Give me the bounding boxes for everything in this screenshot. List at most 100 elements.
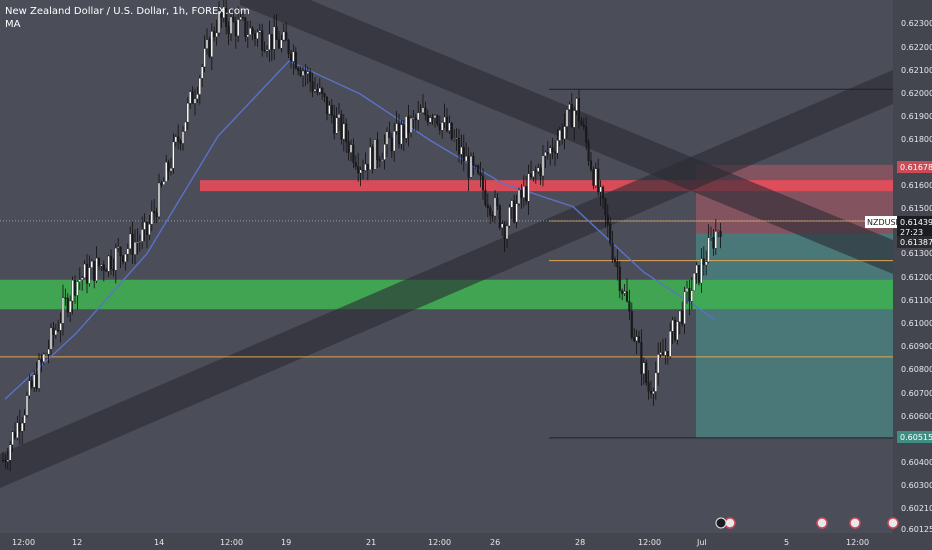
candle-body	[553, 151, 557, 154]
candle-body	[537, 167, 540, 172]
candle-body	[433, 115, 437, 119]
candle-body	[462, 146, 465, 162]
candle-body	[107, 255, 110, 272]
candle-body	[397, 123, 401, 145]
price-tick-label: 0.62000	[901, 89, 932, 98]
candle-body	[525, 186, 528, 202]
candle-body	[417, 112, 420, 121]
candle-body	[333, 115, 336, 134]
candle-body	[335, 117, 338, 134]
candle-body	[234, 21, 237, 36]
candle-body	[693, 273, 696, 291]
candle-body	[93, 261, 96, 281]
candle-body	[453, 138, 456, 140]
candle-body	[517, 189, 521, 204]
candle-body	[155, 212, 158, 217]
candle-body	[83, 263, 86, 278]
candle-body	[707, 237, 710, 263]
candle-body	[640, 342, 643, 374]
candle-body	[359, 169, 362, 174]
candle-body	[165, 162, 168, 182]
candle-body	[337, 114, 341, 119]
indicator-ma-label[interactable]: MA	[5, 19, 21, 30]
time-tick-label: 12:00	[220, 538, 243, 547]
candle-body	[42, 354, 45, 362]
candle-body	[352, 144, 355, 163]
candle-body	[328, 105, 331, 115]
candle-body	[414, 117, 417, 121]
candle-body	[208, 39, 211, 57]
candle-body	[412, 117, 415, 119]
stop-price-label: 0.61678	[900, 163, 932, 172]
candle-body	[577, 98, 581, 122]
candle-body	[477, 165, 480, 174]
candle-body	[299, 70, 302, 76]
candle-body	[589, 160, 593, 170]
candle-body	[244, 17, 247, 37]
candle-body	[671, 320, 674, 332]
price-tick-label: 0.61200	[901, 273, 932, 282]
candle-body	[229, 16, 233, 34]
candle-body	[172, 141, 175, 169]
price-tick-label: 0.60300	[901, 481, 932, 490]
candle-body	[441, 122, 444, 131]
candle-body	[294, 51, 297, 69]
candle-body	[719, 230, 722, 237]
candle-body	[313, 89, 317, 92]
candle-body	[599, 186, 602, 193]
candle-body	[61, 297, 65, 324]
candle-body	[52, 327, 55, 336]
candle-body	[455, 138, 458, 140]
time-tick-label: 12:00	[638, 538, 661, 547]
candle-body	[474, 165, 477, 167]
candle-body	[664, 350, 667, 356]
candle-body	[601, 186, 605, 199]
candle-body	[191, 91, 194, 104]
time-tick-label: 19	[281, 538, 291, 547]
candle-body	[268, 33, 271, 50]
candle-body	[30, 380, 33, 388]
candle-body	[304, 70, 307, 74]
time-tick-label: 12:00	[428, 538, 451, 547]
economic-event-flag-icon	[849, 517, 861, 529]
candle-body	[131, 233, 134, 255]
price-tick-label: 0.60900	[901, 342, 932, 351]
candle-body	[181, 131, 185, 144]
candle-body	[145, 222, 149, 235]
candle-body	[217, 10, 221, 34]
last-price-label-bg	[897, 216, 932, 228]
candle-body	[121, 255, 125, 263]
price-tick-label: 0.60600	[901, 412, 932, 421]
candle-body	[594, 168, 597, 186]
candle-body	[169, 168, 173, 172]
candle-body	[203, 48, 206, 68]
candle-body	[109, 255, 113, 270]
candle-body	[174, 136, 177, 143]
symbol-title[interactable]: New Zealand Dollar / U.S. Dollar, 1h, FO…	[5, 6, 250, 17]
candle-body	[597, 168, 600, 193]
symbol-tag: NZDUSD	[867, 218, 902, 227]
candle-body	[160, 182, 163, 185]
price-axis-panel	[893, 0, 932, 550]
candle-body	[503, 223, 506, 240]
chart-header: New Zealand Dollar / U.S. Dollar, 1h, FO…	[5, 5, 250, 31]
price-tick-label: 0.60210	[901, 504, 932, 513]
candle-body	[673, 320, 677, 340]
price-tick-label: 0.60400	[901, 458, 932, 467]
candle-body	[157, 182, 161, 217]
time-tick-label: 12:00	[12, 538, 35, 547]
economic-event-flag-icon	[816, 517, 828, 529]
last-price-label: 0.61439	[900, 218, 932, 227]
take-profit-area	[696, 233, 893, 438]
candle-body	[515, 203, 518, 223]
candle-body	[253, 33, 257, 39]
candle-body	[241, 17, 245, 19]
candle-body	[700, 258, 703, 284]
candle-body	[522, 186, 525, 198]
candle-body	[49, 327, 53, 350]
candle-body	[714, 231, 717, 249]
candle-body	[546, 152, 549, 154]
candle-body	[486, 204, 489, 208]
